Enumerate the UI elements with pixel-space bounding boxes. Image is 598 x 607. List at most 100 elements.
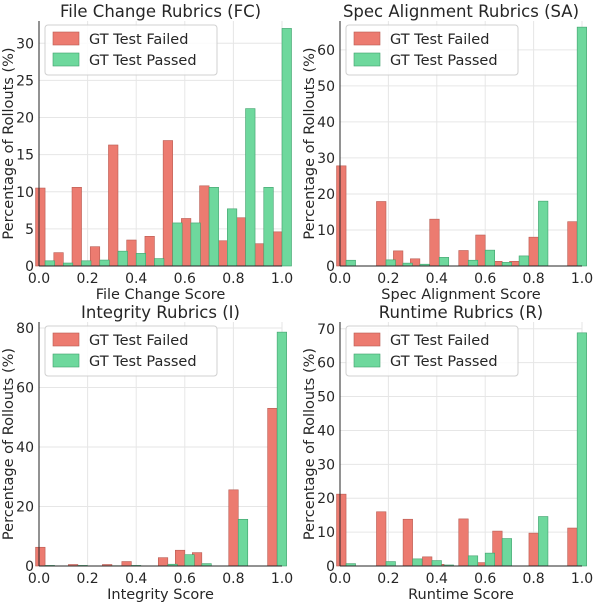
- x-tick-label: 0.2: [76, 271, 98, 287]
- bar-failed-9: [568, 528, 578, 566]
- y-tick-label: 20: [16, 499, 34, 515]
- bar-failed-9: [200, 186, 210, 266]
- x-tick-label: 1.0: [271, 571, 293, 587]
- bar-failed-7: [163, 141, 173, 266]
- x-tick-label: 0.8: [222, 271, 244, 287]
- legend-swatch-passed: [53, 354, 79, 367]
- x-axis-label: Integrity Score: [107, 587, 214, 603]
- bar-passed-5: [468, 260, 478, 266]
- bar-failed-2: [403, 519, 413, 566]
- y-tick-label: 25: [16, 73, 34, 89]
- x-tick-label: 0.8: [222, 571, 244, 587]
- chart-title: Spec Alignment Rubrics (SA): [343, 2, 579, 21]
- bar-passed-10: [577, 27, 587, 266]
- bar-passed-10: [227, 209, 237, 266]
- bar-failed-9: [529, 237, 539, 266]
- legend-swatch-failed: [354, 32, 380, 45]
- bar-passed-8: [191, 223, 201, 266]
- bar-passed-12: [264, 187, 274, 266]
- bar-passed-13: [282, 28, 292, 266]
- bar-passed-9: [577, 333, 587, 566]
- bar-failed-5: [459, 519, 469, 566]
- bar-failed-10: [568, 222, 578, 266]
- bar-failed-10: [218, 241, 228, 266]
- chart-title: Integrity Rubrics (I): [81, 303, 240, 322]
- bar-passed-1: [386, 562, 396, 566]
- bar-passed-4: [439, 257, 449, 266]
- bar-failed-4: [430, 219, 440, 266]
- y-tick-label: 50: [317, 79, 335, 95]
- y-tick-label: 50: [317, 390, 335, 406]
- x-tick-label: 0.4: [426, 571, 448, 587]
- bar-passed-1: [386, 260, 396, 266]
- bar-failed-12: [254, 244, 264, 266]
- legend-label-passed: GT Test Passed: [390, 53, 498, 69]
- x-tick-label: 0.4: [125, 271, 147, 287]
- bar-failed-0: [337, 166, 347, 266]
- bar-passed-0: [346, 260, 356, 266]
- bar-passed-3: [100, 260, 110, 266]
- bar-passed-5: [136, 253, 146, 266]
- legend: GT Test Failed GT Test Passed: [346, 25, 518, 75]
- legend-label-passed: GT Test Passed: [89, 354, 197, 370]
- y-tick-label: 10: [317, 525, 335, 541]
- bar-passed-7: [173, 223, 183, 266]
- legend-label-passed: GT Test Passed: [390, 354, 498, 370]
- bar-failed-13: [273, 232, 283, 266]
- bar-failed-1: [54, 253, 64, 266]
- bar-passed-0: [45, 261, 55, 266]
- y-tick-label: 70: [317, 322, 335, 338]
- bar-failed-8: [529, 533, 539, 566]
- bar-passed-5: [468, 556, 478, 566]
- x-tick-label: 1.0: [571, 571, 593, 587]
- legend-label-failed: GT Test Failed: [390, 32, 489, 48]
- y-tick-label: 40: [317, 423, 335, 439]
- legend-swatch-failed: [354, 333, 380, 346]
- x-tick-label: 0.6: [474, 271, 496, 287]
- x-tick-label: 0.6: [474, 571, 496, 587]
- y-tick-label: 80: [16, 321, 34, 337]
- y-tick-label: 0: [25, 259, 34, 275]
- bar-failed-6: [145, 236, 155, 266]
- bar-passed-3: [432, 561, 442, 566]
- bar-failed-5: [175, 550, 185, 566]
- y-tick-label: 5: [25, 222, 34, 238]
- chart-title: Runtime Rubrics (R): [379, 303, 543, 322]
- bar-failed-3: [90, 247, 100, 266]
- bar-failed-8: [181, 218, 191, 266]
- y-axis-label: Percentage of Rollouts (%): [1, 47, 17, 239]
- bar-failed-5: [127, 240, 137, 266]
- x-tick-label: 0.8: [522, 571, 544, 587]
- y-tick-label: 10: [317, 223, 335, 239]
- legend-label-failed: GT Test Failed: [89, 32, 188, 48]
- x-tick-label: 0.8: [522, 271, 544, 287]
- bar-failed-0: [337, 494, 347, 566]
- bar-passed-6: [154, 259, 164, 266]
- y-tick-label: 30: [16, 36, 34, 52]
- legend-swatch-passed: [354, 53, 380, 66]
- bar-failed-1: [376, 202, 386, 266]
- y-tick-label: 0: [25, 559, 34, 575]
- bar-passed-7: [502, 262, 512, 266]
- chart-title: File Change Rubrics (FC): [60, 2, 261, 21]
- bar-passed-4: [118, 251, 128, 266]
- bar-passed-2: [413, 559, 423, 566]
- bar-passed-6: [485, 553, 495, 566]
- bar-failed-3: [122, 562, 132, 566]
- bar-passed-2: [82, 261, 92, 266]
- bar-failed-2: [72, 187, 82, 266]
- bar-passed-11: [246, 109, 256, 266]
- bar-failed-0: [36, 188, 46, 266]
- y-tick-label: 30: [317, 151, 335, 167]
- legend-swatch-passed: [354, 354, 380, 367]
- bar-passed-5: [185, 555, 195, 566]
- bar-failed-11: [236, 218, 246, 266]
- x-tick-label: 0.2: [377, 271, 399, 287]
